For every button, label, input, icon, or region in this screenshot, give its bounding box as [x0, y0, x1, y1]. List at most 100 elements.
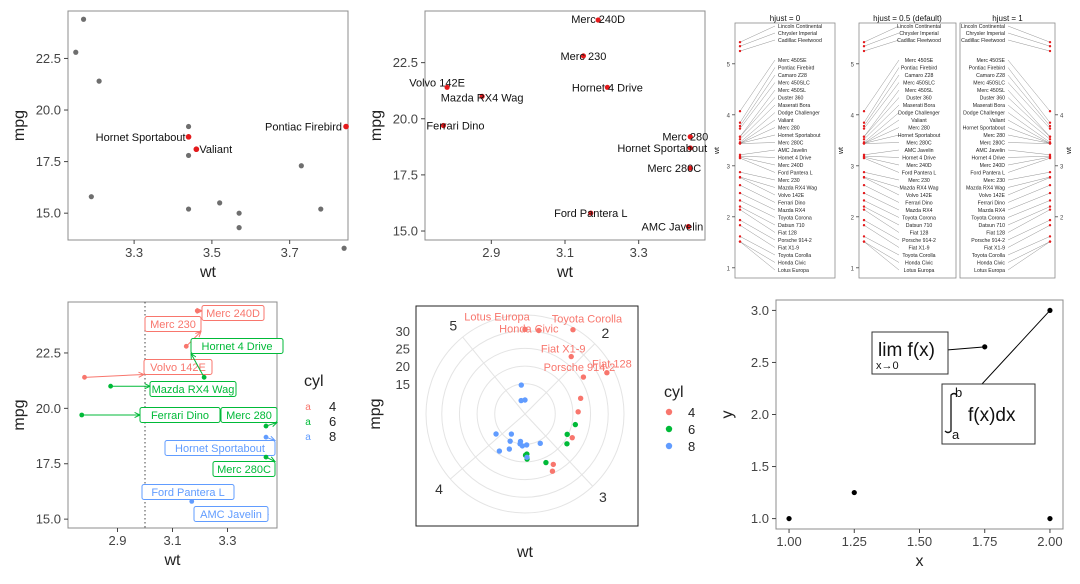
y-tick-label: 20.0 — [36, 103, 61, 118]
x-tick-label: 3.3 — [218, 533, 236, 548]
point-label: Hornet Sportabout — [898, 133, 941, 139]
point-label: Merc 230 — [778, 178, 800, 184]
y-tick-label: 17.5 — [393, 167, 418, 182]
label-segment — [1007, 25, 1051, 43]
data-point — [1048, 110, 1052, 113]
data-point — [862, 156, 866, 160]
x-tick-label: 1.50 — [907, 534, 932, 549]
data-point — [738, 142, 742, 145]
data-point — [1048, 142, 1052, 145]
facet-title: hjust = 1 — [992, 14, 1023, 23]
point-label: Camaro Z28 — [976, 73, 1005, 79]
point-label: Merc 280 — [778, 126, 800, 132]
point-label: Mazda RX4 Wag — [778, 186, 817, 192]
label-segment — [1007, 59, 1051, 112]
label-segment — [739, 156, 776, 166]
point-label: Lotus Europa — [974, 268, 1005, 274]
point-label: Ferrari Dino — [905, 201, 932, 207]
x-tick-label: 1.00 — [776, 534, 801, 549]
label-box — [190, 338, 284, 354]
label-segment — [1007, 200, 1051, 218]
point-label: Merc 280C — [647, 163, 701, 175]
data-point — [738, 45, 742, 48]
annotation-box — [871, 331, 949, 375]
point-label: Lincoln Continental — [897, 24, 941, 30]
point-label: Camaro Z28 — [778, 73, 807, 79]
y-tick-label: 1.0 — [751, 511, 769, 526]
label-segment — [863, 225, 900, 248]
label-arrow — [190, 353, 205, 378]
label-segment — [1007, 155, 1051, 158]
label-segment — [1007, 142, 1051, 144]
point-label: Merc 280 — [983, 133, 1005, 139]
data-point — [88, 194, 94, 200]
point-label: Volvo 142E — [778, 193, 805, 199]
label-segment — [1007, 241, 1051, 271]
data-point — [738, 49, 742, 53]
point-label: Hornet 4 Drive — [572, 82, 643, 94]
label-segment — [739, 104, 776, 140]
data-point — [575, 409, 581, 415]
point-label: Toyota Corona — [902, 216, 936, 222]
facet-title: hjust = 0 — [770, 14, 801, 23]
label-segment — [739, 241, 776, 271]
point-label: Fiat 128 — [986, 231, 1005, 237]
point-label: Merc 280C — [217, 464, 271, 476]
x-tick-label: 3.1 — [163, 533, 181, 548]
point-label: Pontiac Firebird — [265, 122, 342, 134]
data-point — [687, 134, 693, 140]
data-point — [522, 326, 528, 333]
data-point — [1048, 208, 1052, 211]
y-tick-label: 17.5 — [36, 456, 61, 471]
point-label: Mazda RX4 Wag — [441, 92, 524, 104]
label-segment — [863, 74, 900, 127]
angle-tick-label: 3 — [599, 489, 607, 505]
point-label: Hornet Sportabout — [617, 143, 707, 155]
point-label: Ford Pantera L — [902, 171, 937, 177]
data-point — [738, 138, 742, 141]
data-point — [862, 40, 866, 44]
y-tick-label: 5 — [851, 62, 855, 68]
data-point — [595, 17, 601, 23]
point-label: Porsche 914-2 — [544, 362, 616, 374]
data-point — [201, 374, 207, 380]
legend-key — [665, 408, 673, 416]
label-segment — [863, 177, 900, 196]
angular-gridline — [524, 413, 594, 487]
label-segment — [739, 82, 776, 129]
label-segment — [1007, 236, 1051, 256]
y-tick-label: 20.0 — [36, 401, 61, 416]
label-segment — [1007, 184, 1051, 203]
label-segment — [863, 119, 900, 144]
data-point — [496, 448, 503, 454]
data-point — [1048, 135, 1052, 138]
y-tick-label: 2.0 — [751, 407, 769, 422]
point-label: Merc 240D — [778, 163, 804, 169]
data-point — [862, 121, 866, 124]
point-label: Merc 450SE — [778, 58, 807, 64]
label-segment — [739, 236, 776, 256]
label-segment — [863, 149, 900, 156]
facet-title: hjust = 0.5 (default) — [873, 14, 942, 23]
data-point — [862, 224, 866, 227]
data-point — [80, 16, 87, 22]
data-point — [523, 442, 530, 448]
data-point — [738, 156, 742, 160]
data-point — [194, 308, 200, 314]
data-point — [738, 121, 742, 124]
label-box — [144, 316, 202, 332]
label-segment — [1007, 97, 1051, 137]
label-segment — [739, 25, 776, 43]
label-segment — [863, 127, 900, 144]
data-point — [862, 218, 866, 222]
point-label: Chrysler Imperial — [899, 31, 938, 37]
label-segment — [739, 155, 776, 158]
data-point — [341, 245, 347, 251]
point-label: Merc 230 — [560, 51, 606, 63]
label-segment — [739, 127, 776, 144]
data-point — [1048, 156, 1052, 160]
y-tick-label: 20.0 — [393, 111, 418, 126]
data-point — [1048, 127, 1052, 130]
annotation-text: lim f(x) — [878, 340, 935, 361]
